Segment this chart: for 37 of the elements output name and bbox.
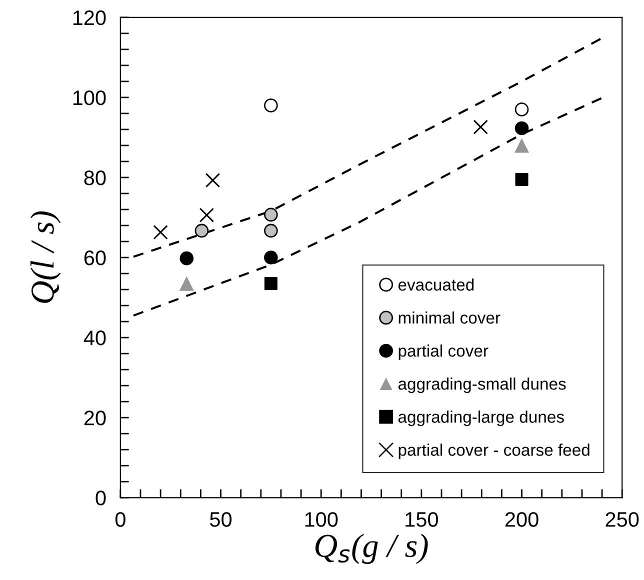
point bbox=[153, 224, 168, 240]
point bbox=[264, 224, 278, 238]
point bbox=[180, 251, 194, 266]
x-tick-label: 150 bbox=[406, 512, 438, 527]
y-tick-label: 0 bbox=[96, 490, 106, 506]
point bbox=[514, 102, 529, 116]
x-tick-label: 250 bbox=[606, 512, 639, 527]
x-axis-title: Q$_{s}$(g / s) bbox=[315, 534, 428, 564]
x-tick-label: 200 bbox=[505, 512, 538, 527]
point bbox=[205, 172, 220, 188]
y-axis-title: Q(l / s) bbox=[30, 211, 61, 303]
y-tick-label: 40 bbox=[84, 330, 106, 346]
y-tick-label: 80 bbox=[84, 170, 106, 186]
x-tick-label: 0 bbox=[115, 512, 126, 527]
legend-label: aggrading-large dunes bbox=[398, 410, 564, 426]
point bbox=[179, 276, 194, 291]
point bbox=[264, 98, 278, 112]
point bbox=[514, 121, 529, 136]
point bbox=[514, 138, 530, 153]
x-tick-label: 100 bbox=[305, 512, 338, 527]
point bbox=[199, 208, 214, 222]
legend-label: aggrading-small dunes bbox=[398, 378, 566, 394]
legend-label: minimal cover bbox=[398, 311, 500, 324]
point bbox=[264, 208, 278, 222]
y-tick-label: 60 bbox=[84, 250, 106, 266]
point bbox=[194, 224, 209, 238]
y-tick-label: 100 bbox=[73, 90, 106, 106]
legend-label: partial cover bbox=[398, 344, 488, 360]
y-tick-label: 20 bbox=[84, 410, 106, 426]
legend-label: evacuated bbox=[398, 278, 474, 291]
legend-label: partial cover - coarse feed bbox=[398, 444, 590, 460]
x-tick-label: 50 bbox=[210, 512, 232, 527]
point bbox=[264, 277, 278, 290]
y-tick-label: 120 bbox=[73, 10, 106, 26]
point bbox=[473, 120, 488, 134]
point bbox=[264, 250, 278, 264]
point bbox=[515, 172, 528, 186]
